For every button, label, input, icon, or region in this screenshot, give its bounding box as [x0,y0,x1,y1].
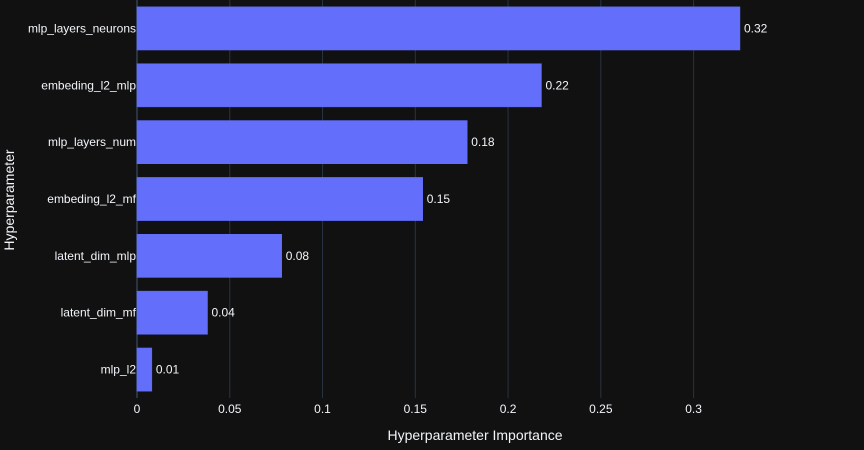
bar [136,120,468,164]
y-tick-label: latent_dim_mf [61,306,137,320]
bar [136,347,153,392]
x-axis-title: Hyperparameter Importance [387,427,562,443]
bar-value-label: 0.15 [427,192,451,206]
bar-value-label: 0.18 [471,135,495,149]
x-tick-label: 0.1 [314,402,331,416]
y-tick-label: embeding_l2_mlp [41,78,136,92]
bar-value-label: 0.08 [286,249,310,263]
bar [136,63,542,108]
y-tick-label: latent_dim_mlp [55,249,137,263]
y-tick-label: mlp_layers_neurons [28,21,136,35]
bar [136,234,282,278]
x-tick-label: 0 [134,402,141,416]
bar-value-label: 0.32 [744,21,768,35]
bars-layer [136,6,741,392]
bar [136,290,208,335]
y-tick-label: embeding_l2_mf [47,192,136,206]
bar-value-label: 0.01 [156,363,180,377]
x-tick-label: 0.2 [500,402,517,416]
y-tick-label: mlp_l2 [101,363,137,377]
x-tick-label: 0.3 [685,402,702,416]
x-tick-label: 0.15 [404,402,428,416]
y-tick-label: mlp_layers_num [48,135,136,149]
bar-value-label: 0.04 [212,306,236,320]
x-tick-label: 0.25 [589,402,613,416]
bar-value-label: 0.22 [545,78,569,92]
y-axis-title: Hyperparameter [1,149,17,250]
labels-layer: 0 0.05 0.1 0.15 0.2 0.25 0.3 0.32 mlp_layers_neu… [28,21,768,416]
bar [136,6,741,51]
x-tick-label: 0.05 [218,402,242,416]
bar [136,177,423,221]
